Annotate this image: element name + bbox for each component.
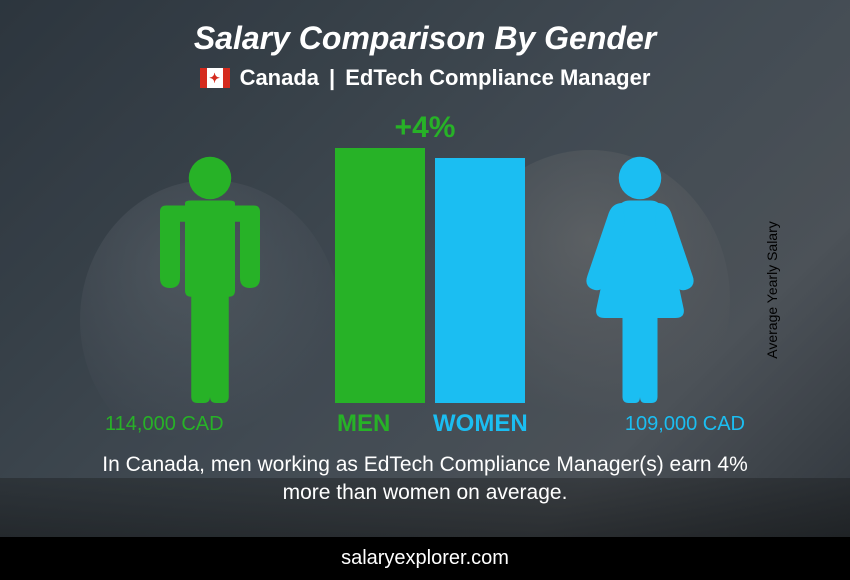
page-title: Salary Comparison By Gender <box>40 20 810 57</box>
footer-text: salaryexplorer.com <box>341 547 509 569</box>
subtitle: ✦ Canada | EdTech Compliance Manager <box>40 65 810 91</box>
men-label: MEN <box>337 410 390 438</box>
difference-label: +4% <box>395 111 456 145</box>
man-figure-icon <box>145 153 275 403</box>
chart: +4% 114,000 CAD MEN WOMEN 109,000 CAD <box>105 111 745 441</box>
canada-flag-icon: ✦ <box>200 68 230 88</box>
country-label: Canada <box>240 65 319 91</box>
labels-row: 114,000 CAD MEN WOMEN 109,000 CAD <box>105 407 745 441</box>
woman-figure-icon <box>575 153 705 403</box>
separator: | <box>329 65 335 91</box>
women-label: WOMEN <box>433 410 528 438</box>
women-salary-label: 109,000 CAD <box>625 413 745 436</box>
y-axis-label: Average Yearly Salary <box>763 221 779 359</box>
role-label: EdTech Compliance Manager <box>345 65 650 91</box>
women-bar <box>435 158 525 403</box>
footer: salaryexplorer.com <box>0 537 850 580</box>
men-salary-label: 114,000 CAD <box>105 413 224 436</box>
summary-text: In Canada, men working as EdTech Complia… <box>40 451 810 508</box>
men-bar <box>335 148 425 403</box>
